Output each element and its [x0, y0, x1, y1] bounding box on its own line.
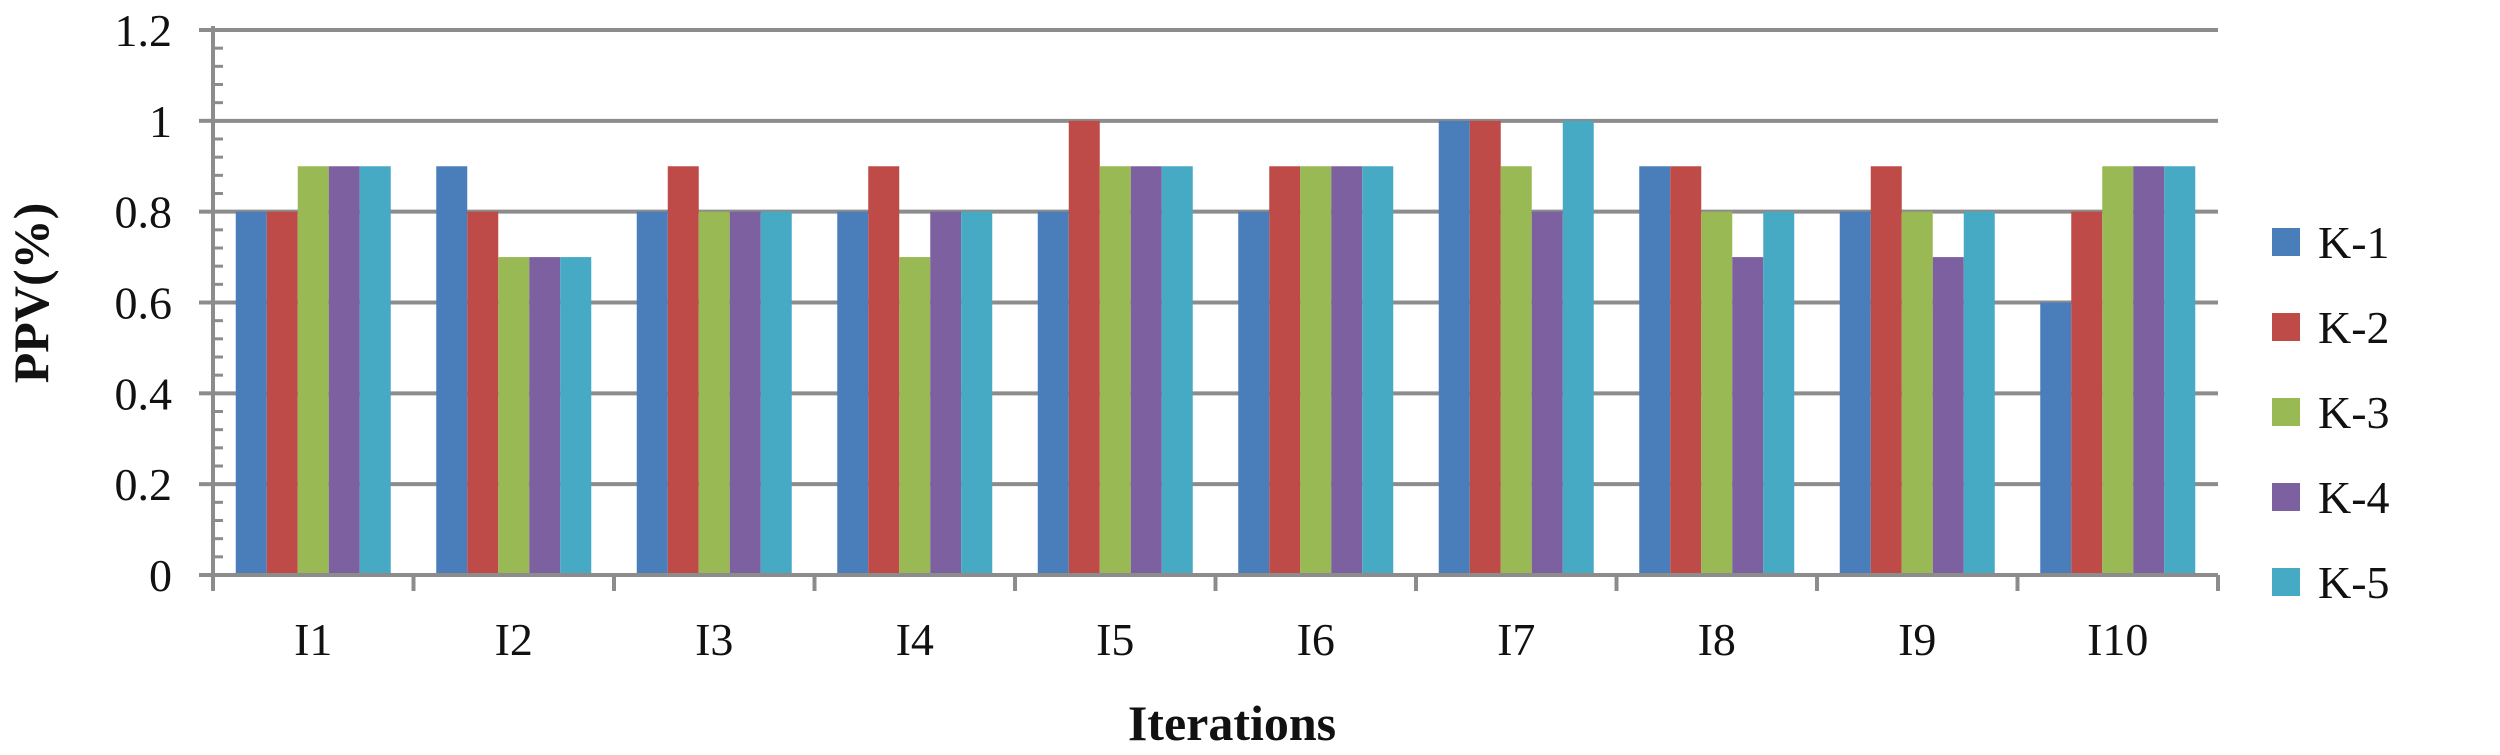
x-tick-label: I10 — [2087, 614, 2148, 665]
x-tick-label: I5 — [1096, 614, 1134, 665]
x-tick-label: I8 — [1698, 614, 1736, 665]
bar-k-3-i6 — [1300, 166, 1332, 575]
bar-k-4-i5 — [1130, 166, 1162, 575]
x-tick-label: I3 — [695, 614, 733, 665]
axes — [199, 26, 2220, 591]
legend-label-k-4: K-4 — [2318, 472, 2390, 523]
bar-k-5-i10 — [2164, 166, 2196, 575]
y-tick-label: 0 — [149, 550, 172, 601]
bar-k-5-i9 — [1963, 211, 1995, 575]
bar-k-5-i7 — [1562, 120, 1594, 575]
x-tick-label: I1 — [294, 614, 332, 665]
bar-k-2-i10 — [2071, 211, 2103, 575]
legend-label-k-3: K-3 — [2318, 387, 2390, 438]
bar-k-5-i2 — [560, 257, 592, 575]
bar-k-1-i1 — [235, 211, 267, 575]
bar-k-3-i8 — [1701, 211, 1733, 575]
bar-k-3-i3 — [698, 211, 730, 575]
legend-swatch-k-5 — [2272, 568, 2300, 596]
bar-k-2-i7 — [1469, 120, 1501, 575]
bar-k-4-i4 — [930, 211, 962, 575]
legend-swatch-k-4 — [2272, 483, 2300, 511]
x-axis-title: Iterations — [1128, 695, 1336, 751]
x-tick-label: I9 — [1898, 614, 1936, 665]
x-tick-label: I7 — [1497, 614, 1535, 665]
y-tick-label: 1.2 — [115, 5, 173, 56]
legend-label-k-2: K-2 — [2318, 302, 2390, 353]
x-tick-label: I6 — [1297, 614, 1335, 665]
legend-label-k-1: K-1 — [2318, 217, 2390, 268]
bar-k-1-i2 — [436, 166, 468, 575]
bar-k-1-i10 — [2040, 302, 2072, 575]
bar-k-2-i8 — [1670, 166, 1702, 575]
legend-swatch-k-2 — [2272, 313, 2300, 341]
bar-k-3-i7 — [1500, 166, 1532, 575]
bar-k-1-i5 — [1037, 211, 1069, 575]
bar-k-1-i4 — [837, 211, 869, 575]
bar-k-1-i7 — [1438, 120, 1470, 575]
bar-k-1-i8 — [1639, 166, 1671, 575]
bar-k-4-i3 — [729, 211, 761, 575]
y-tick-label: 0.8 — [115, 187, 173, 238]
bar-k-1-i9 — [1839, 211, 1871, 575]
bar-k-5-i5 — [1161, 166, 1193, 575]
bar-k-2-i2 — [467, 211, 499, 575]
x-tick-label: I4 — [896, 614, 934, 665]
bar-k-3-i4 — [899, 257, 931, 575]
bar-k-2-i1 — [266, 211, 298, 575]
legend-label-k-5: K-5 — [2318, 557, 2390, 608]
y-tick-label: 0.6 — [115, 278, 173, 329]
legend-swatch-k-3 — [2272, 398, 2300, 426]
y-tick-label: 0.4 — [115, 368, 173, 419]
legend: K-1 K-2 K-3 K-4 K-5 — [2272, 217, 2390, 608]
y-tick-label: 1 — [149, 96, 172, 147]
bar-k-3-i2 — [498, 257, 530, 575]
y-axis-title: PPV(%) — [3, 203, 59, 384]
bar-k-5-i3 — [760, 211, 792, 575]
bar-k-4-i1 — [328, 166, 360, 575]
bar-k-5-i6 — [1362, 166, 1394, 575]
bar-k-4-i7 — [1531, 211, 1563, 575]
bar-k-5-i4 — [961, 211, 993, 575]
bar-k-2-i6 — [1269, 166, 1301, 575]
bars — [235, 120, 2196, 575]
bar-k-4-i8 — [1732, 257, 1764, 575]
bar-k-2-i4 — [868, 166, 900, 575]
bar-k-3-i10 — [2102, 166, 2134, 575]
bar-k-2-i5 — [1068, 120, 1100, 575]
bar-k-4-i2 — [529, 257, 561, 575]
bar-k-4-i9 — [1932, 257, 1964, 575]
x-tick-label: I2 — [495, 614, 533, 665]
bar-k-5-i1 — [359, 166, 391, 575]
y-tick-label: 0.2 — [115, 459, 173, 510]
bar-k-1-i6 — [1238, 211, 1270, 575]
bar-k-2-i9 — [1870, 166, 1902, 575]
bar-k-4-i6 — [1331, 166, 1363, 575]
bar-k-3-i5 — [1099, 166, 1131, 575]
bar-k-4-i10 — [2133, 166, 2165, 575]
bar-k-1-i3 — [636, 211, 668, 575]
bar-k-3-i1 — [297, 166, 329, 575]
tick-labels: 0 0.2 0.4 0.6 0.8 1 1.2 I1 I2 I3 I4 I5 I6 I7 I8 I9 I10 — [115, 5, 2149, 665]
bar-k-5-i8 — [1763, 211, 1795, 575]
bar-k-2-i3 — [667, 166, 699, 575]
legend-swatch-k-1 — [2272, 228, 2300, 256]
bar-k-3-i9 — [1901, 211, 1933, 575]
